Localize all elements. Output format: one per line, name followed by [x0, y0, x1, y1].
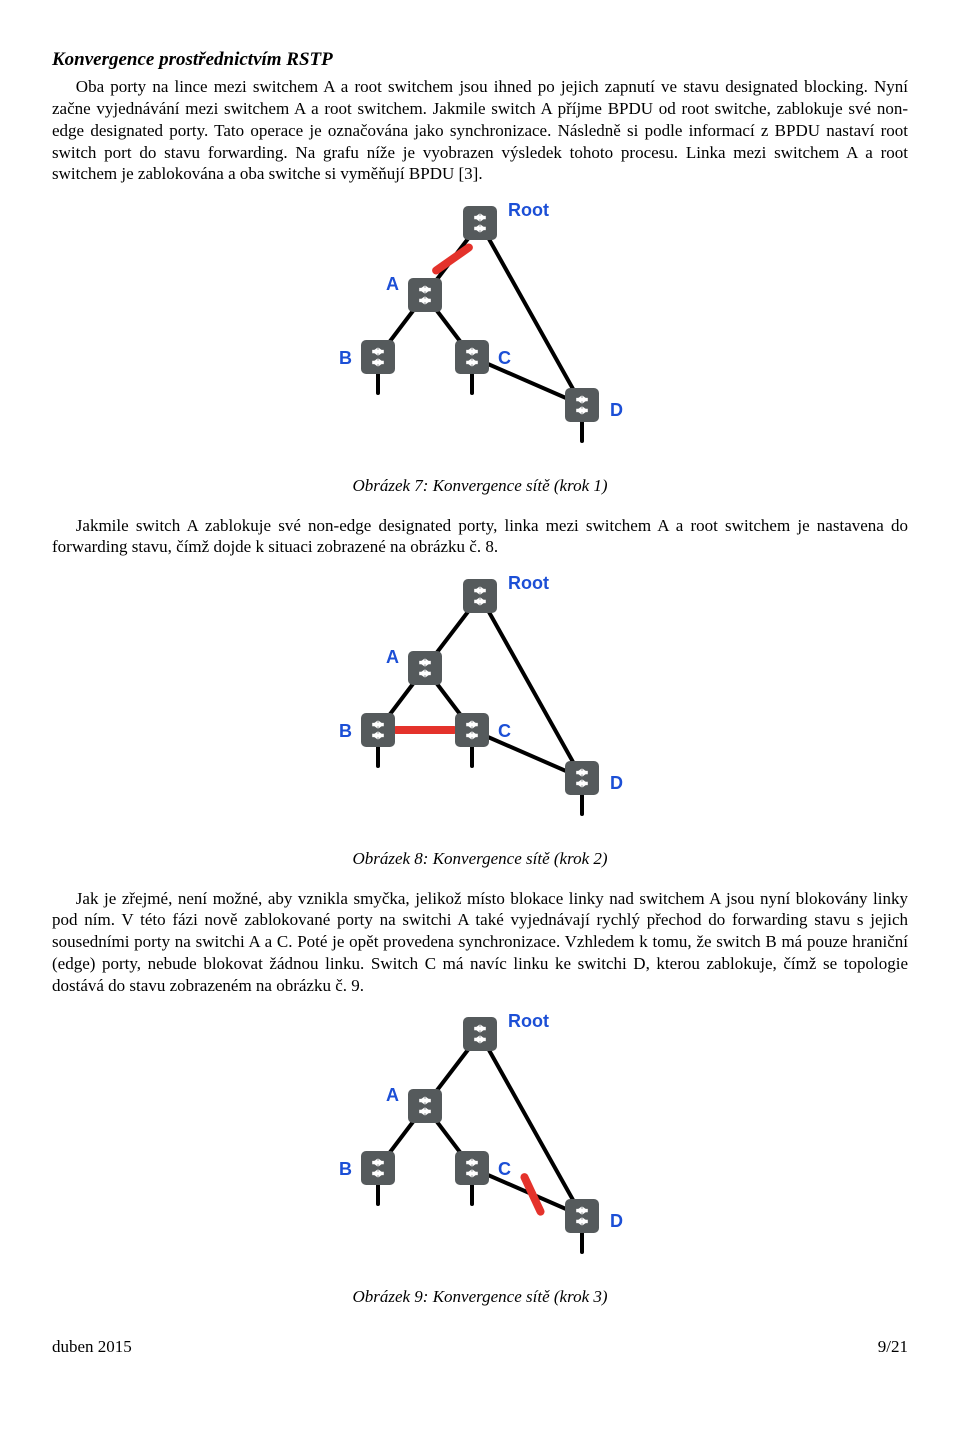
svg-text:D: D: [610, 773, 623, 793]
caption-3: Obrázek 9: Konvergence sítě (krok 3): [52, 1286, 908, 1308]
svg-text:C: C: [498, 1159, 511, 1179]
section-heading: Konvergence prostřednictvím RSTP: [52, 48, 908, 72]
footer-date: duben 2015: [52, 1336, 132, 1358]
caption-2: Obrázek 8: Konvergence sítě (krok 2): [52, 848, 908, 870]
figure-3: Root A B C D: [52, 1006, 908, 1278]
svg-text:A: A: [386, 274, 399, 294]
figure-1: Root A B C D: [52, 195, 908, 467]
figure-2: Root A B C D: [52, 568, 908, 840]
diagram-3: Root A B C D: [330, 1006, 630, 1272]
caption-1: Obrázek 7: Konvergence sítě (krok 1): [52, 475, 908, 497]
svg-text:A: A: [386, 647, 399, 667]
svg-text:D: D: [610, 1211, 623, 1231]
paragraph-1: Oba porty na lince mezi switchem A a roo…: [52, 76, 908, 185]
diagram-1: Root A B C D: [330, 195, 630, 461]
paragraph-3: Jak je zřejmé, není možné, aby vznikla s…: [52, 888, 908, 997]
svg-text:A: A: [386, 1085, 399, 1105]
svg-text:D: D: [610, 400, 623, 420]
svg-text:B: B: [339, 348, 352, 368]
svg-text:Root: Root: [508, 200, 549, 220]
svg-text:C: C: [498, 348, 511, 368]
svg-text:B: B: [339, 1159, 352, 1179]
svg-text:Root: Root: [508, 573, 549, 593]
paragraph-2: Jakmile switch A zablokuje své non-edge …: [52, 515, 908, 559]
footer-page: 9/21: [878, 1336, 908, 1358]
diagram-2: Root A B C D: [330, 568, 630, 834]
svg-text:C: C: [498, 721, 511, 741]
page-footer: duben 2015 9/21: [52, 1336, 908, 1358]
svg-text:B: B: [339, 721, 352, 741]
svg-text:Root: Root: [508, 1011, 549, 1031]
